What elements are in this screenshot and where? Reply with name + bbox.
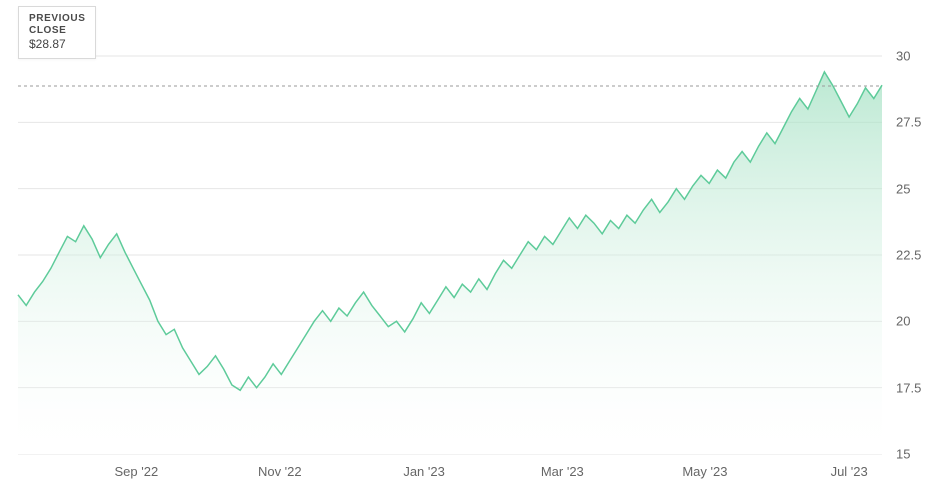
x-tick-label: Nov '22: [258, 464, 302, 479]
y-tick-label: 17.5: [896, 380, 921, 395]
badge-label-line1: PREVIOUS: [29, 13, 85, 25]
x-tick-label: Jul '23: [831, 464, 868, 479]
y-tick-label: 25: [896, 181, 910, 196]
x-tick-label: Sep '22: [115, 464, 159, 479]
x-tick-label: Jan '23: [403, 464, 445, 479]
x-tick-label: May '23: [682, 464, 727, 479]
y-tick-label: 15: [896, 447, 910, 462]
chart-svg: [18, 56, 882, 454]
previous-close-badge: PREVIOUS CLOSE $28.87: [18, 6, 96, 59]
plot-area[interactable]: [18, 56, 882, 454]
badge-label-line2: CLOSE: [29, 25, 85, 37]
price-chart: PREVIOUS CLOSE $28.87 15 17.5 20 22.5 25 27.5…: [0, 0, 936, 501]
y-tick-label: 20: [896, 314, 910, 329]
x-tick-label: Mar '23: [541, 464, 584, 479]
y-tick-label: 30: [896, 49, 910, 64]
y-tick-label: 22.5: [896, 248, 921, 263]
y-tick-label: 27.5: [896, 115, 921, 130]
badge-value: $28.87: [29, 38, 85, 52]
